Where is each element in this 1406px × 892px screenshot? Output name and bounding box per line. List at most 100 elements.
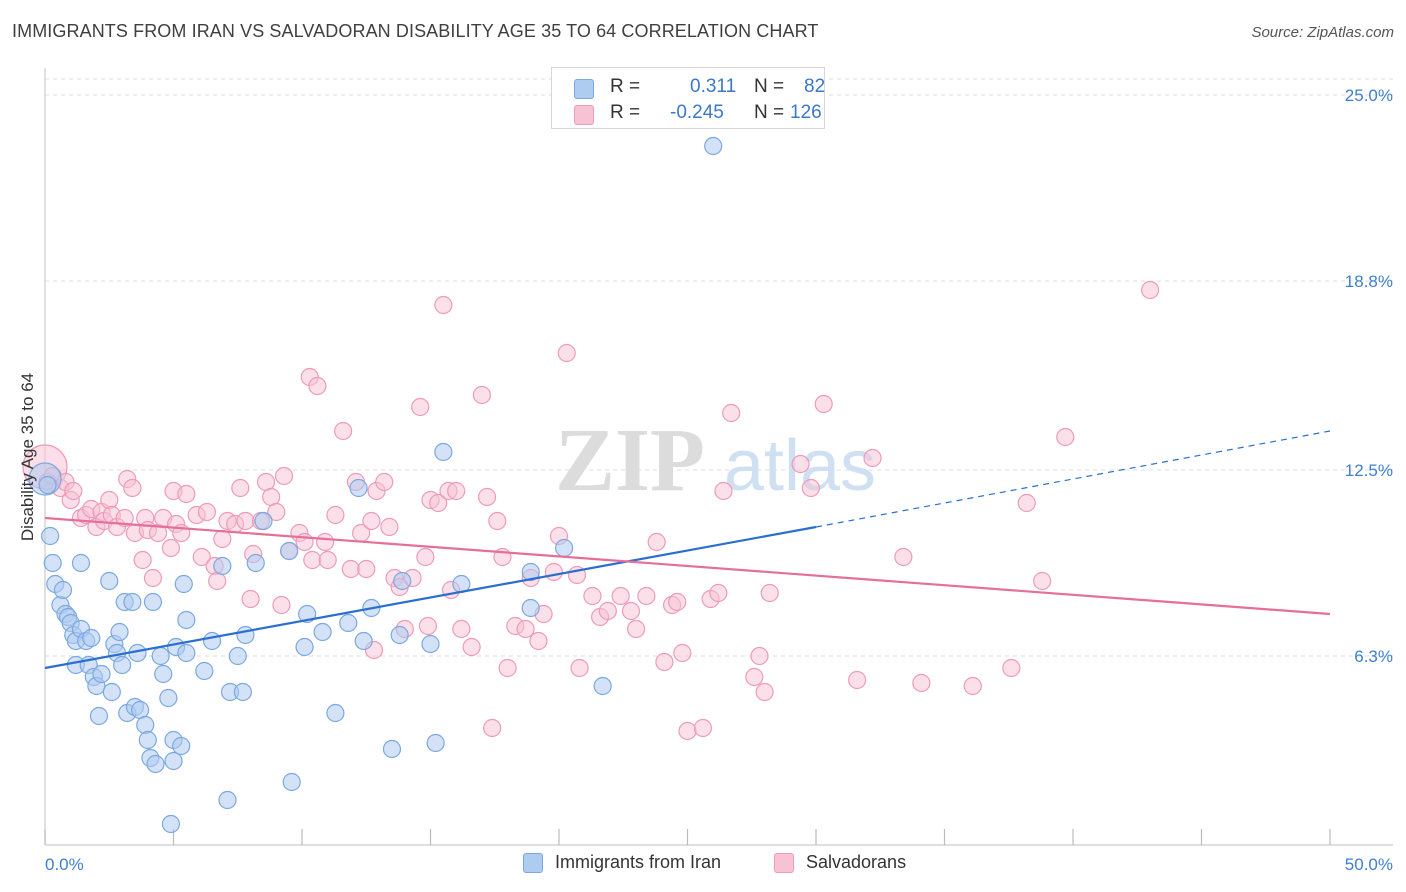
iran-point [138,730,157,750]
salvadoran-point [848,670,867,690]
iran-point [151,646,170,666]
iran-point [43,553,62,573]
iran-point [434,442,453,462]
salvadoran-point [755,682,774,702]
iran-point [421,634,440,654]
salvadoran-point [814,394,833,414]
iran-n-label: N = [754,76,785,97]
salvadoran-point [557,343,576,363]
iran-point [218,790,237,810]
salvadoran-point [668,592,687,612]
iran-point [102,682,121,702]
iran-r-label: R = [610,76,641,97]
salvadoran-point [177,484,196,504]
salvadoran-point [452,619,471,639]
iran-point [161,814,181,834]
iran-point [555,538,574,558]
iran-trend-line [44,525,817,670]
salvadoran-point [477,487,497,507]
y-tick-label: 6.3% [1354,647,1393,666]
iran-point [110,622,129,642]
salvadoran-point [197,502,217,522]
iran-point [313,622,332,642]
salvadoran-point [429,493,448,513]
iran-points [28,136,723,834]
x-tick-label: 0.0% [45,855,84,874]
salvadoran-point [341,559,360,579]
iran-point [382,739,402,759]
iran-point [41,526,60,546]
iran-point [339,613,358,633]
salvadoran-point [123,478,142,498]
salvadoran-point [498,658,517,678]
salvadoran-point [318,550,337,570]
salvadorans-r-value: -0.245 [670,102,724,123]
salvadoran-point [801,478,820,498]
salvadorans-n-label: N = [754,102,785,123]
salvadoran-point [303,550,322,570]
salvadoran-point [791,454,810,474]
iran-point [349,478,368,498]
legend-swatch-iran [523,853,543,873]
iran-point [390,625,409,645]
iran-point [393,571,412,591]
salvadoran-point [334,421,353,441]
salvadoran-point [714,481,733,501]
salvadoran-point [213,529,232,549]
iran-point [123,592,142,612]
legend-label-salvadorans: Salvadorans [806,852,907,872]
salvadoran-point [894,547,913,567]
salvadoran-point [267,502,286,522]
salvadoran-point [1056,427,1075,447]
salvadoran-point [472,385,491,405]
salvadoran-point [236,511,255,531]
iran-point [89,706,109,726]
salvadoran-point [760,583,779,603]
watermark-zip: ZIP [555,411,705,510]
salvadoran-point [357,559,376,579]
salvadorans-r-label: R = [610,102,641,123]
y-tick-label: 25.0% [1345,86,1393,105]
salvadoran-point [621,601,641,621]
salvadoran-point [115,508,134,528]
iran-point [254,511,273,531]
salvadoran-point [709,583,728,603]
salvadoran-point [274,466,294,486]
salvadoran-point [418,616,438,636]
iran-point [154,664,173,684]
iran-point [521,598,540,618]
iran-point [354,631,373,651]
salvadorans-points [22,280,1160,741]
iran-point [174,574,193,594]
y-axis-label: Disability Age 35 to 64 [18,372,37,542]
iran-point [213,556,232,576]
salvadoran-point [133,550,152,570]
salvadoran-point [161,538,181,558]
salvadoran-point [316,532,335,552]
salvadoran-point [570,658,589,678]
salvadoran-point [326,505,345,525]
iran-point [593,676,612,696]
legend-label-iran: Immigrants from Iran [555,852,722,872]
iran-point [136,715,155,735]
salvadoran-point [192,547,211,567]
salvadoran-point [64,481,83,501]
salvadoran-point [863,448,882,468]
salvadoran-point [308,376,327,396]
salvadoran-point [529,631,548,651]
iran-point [53,580,73,600]
iran-point [146,754,165,774]
iran-point [426,733,445,753]
source-label: Source: ZipAtlas.com [1251,24,1394,41]
iran-point [704,136,723,156]
iran-point [228,646,247,666]
iran-n-value: 82 [804,76,826,97]
salvadoran-point [362,511,381,531]
y-tick-label: 12.5% [1345,461,1393,480]
iran-point [295,637,314,657]
y-tick-label: 18.8% [1345,272,1393,291]
iran-point [164,751,183,771]
tick-labels: 6.3% 12.5% 18.8% 25.0% 0.0% 50.0% [45,86,1393,874]
salvadoran-point [1140,280,1160,300]
